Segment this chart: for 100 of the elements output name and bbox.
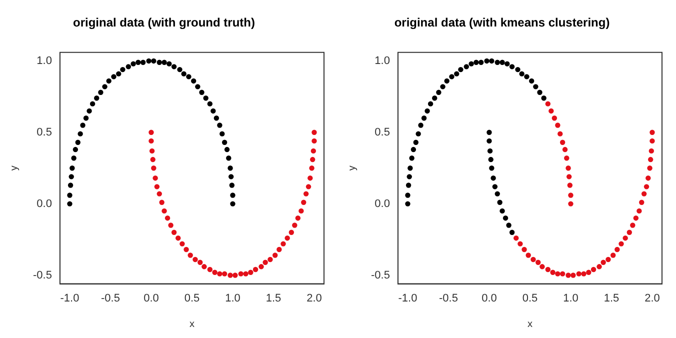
point [222, 271, 228, 276]
point [156, 60, 162, 65]
point [489, 58, 494, 64]
point [151, 58, 156, 64]
point [126, 64, 132, 70]
point [406, 182, 412, 188]
point [406, 174, 412, 180]
point [272, 252, 278, 258]
point [258, 264, 264, 270]
point [581, 271, 586, 276]
point [140, 60, 146, 65]
point [152, 176, 158, 181]
point [524, 74, 530, 80]
point [162, 60, 167, 65]
point [70, 166, 75, 171]
point [67, 192, 72, 198]
point [228, 166, 233, 171]
x-tick-label: 2.0 [644, 292, 660, 304]
point [562, 146, 568, 152]
point [454, 71, 460, 76]
y-tick-label: -0.5 [32, 269, 52, 282]
point [639, 200, 644, 205]
x-tick-label: 1.5 [604, 292, 620, 304]
y-tick-label: 0.5 [36, 126, 52, 138]
point [487, 148, 493, 154]
point [243, 271, 248, 276]
point [497, 200, 502, 205]
point [102, 84, 108, 90]
point [130, 61, 136, 66]
point [191, 78, 196, 84]
point [86, 108, 92, 114]
point [552, 116, 558, 121]
point [409, 156, 414, 161]
point [474, 60, 479, 65]
point [156, 191, 162, 196]
point [195, 84, 200, 90]
point [220, 131, 225, 136]
point [432, 96, 438, 101]
point [230, 192, 236, 198]
y-tick-label: 1.0 [36, 55, 52, 67]
point [198, 260, 203, 265]
point [226, 156, 232, 161]
point [120, 66, 126, 72]
point [224, 146, 230, 152]
point [502, 215, 508, 221]
x-tick-label: 1.5 [266, 292, 282, 304]
point [151, 166, 156, 171]
point [560, 271, 566, 276]
point [310, 148, 316, 154]
point [440, 84, 446, 90]
point [622, 235, 628, 241]
point [295, 215, 301, 221]
point [509, 64, 515, 70]
point [421, 116, 427, 121]
x-tick-label: -1.0 [398, 292, 418, 304]
point [94, 96, 100, 101]
point [238, 271, 244, 276]
point [648, 156, 654, 162]
point [192, 256, 198, 262]
point [150, 156, 156, 162]
point [489, 166, 494, 171]
point [202, 264, 207, 270]
point [566, 174, 572, 180]
point [500, 208, 505, 214]
point [568, 192, 574, 198]
point [468, 61, 474, 66]
chart-title: original data (with kmeans clustering) [394, 16, 610, 30]
point [641, 191, 647, 196]
point [162, 208, 167, 214]
point [558, 131, 563, 136]
point [298, 208, 304, 214]
point [284, 235, 290, 241]
point [184, 246, 189, 252]
point [176, 235, 181, 241]
point [478, 60, 484, 65]
point [436, 90, 442, 95]
point [650, 130, 655, 135]
point [232, 272, 238, 278]
point [492, 184, 498, 190]
point [252, 266, 258, 272]
x-tick-label: 2.0 [306, 292, 322, 304]
point [106, 78, 112, 84]
point [494, 60, 500, 65]
point [424, 108, 430, 114]
point [207, 266, 213, 272]
point [188, 252, 193, 258]
point [633, 215, 639, 221]
point [488, 156, 494, 162]
point [159, 200, 164, 205]
point [500, 60, 505, 65]
point [71, 156, 76, 161]
point [504, 61, 510, 66]
point [618, 241, 624, 246]
point [268, 256, 273, 262]
point [262, 260, 268, 265]
point [229, 182, 235, 188]
point [567, 182, 573, 188]
point [276, 246, 282, 252]
point [217, 271, 222, 276]
point [405, 192, 410, 198]
